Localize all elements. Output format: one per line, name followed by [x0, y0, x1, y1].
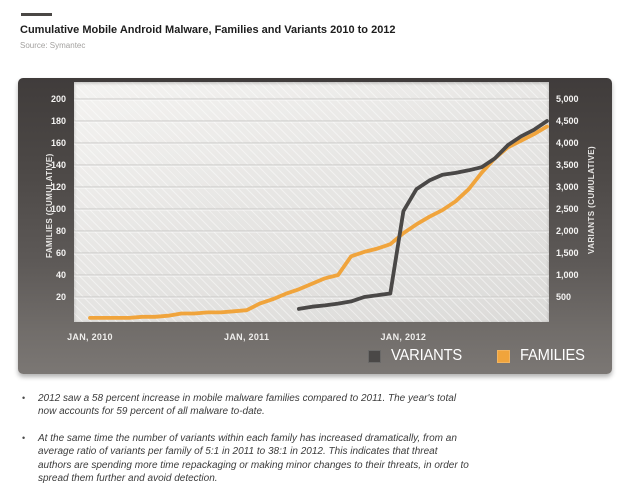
- x-axis-label: JAN, 2012: [380, 332, 427, 342]
- left-axis-tick: 60: [55, 248, 66, 258]
- left-axis-tick: 40: [55, 270, 66, 280]
- right-axis-tick: 1,500: [556, 248, 579, 258]
- note-text: At the same time the number of variants …: [38, 432, 469, 485]
- right-axis-tick: 5,000: [556, 94, 579, 104]
- right-axis-tick: 4,500: [556, 116, 579, 126]
- series-line-families: [88, 124, 549, 320]
- x-axis-label: JAN, 2010: [67, 332, 113, 342]
- right-axis-tick: 1,000: [556, 270, 579, 280]
- left-axis-tick: 20: [55, 292, 66, 302]
- note-item: • At the same time the number of variant…: [20, 432, 472, 486]
- note-text: 2012 saw a 58 percent increase in mobile…: [38, 393, 457, 418]
- plot-area: [74, 82, 549, 322]
- bullet-marker: •: [22, 393, 26, 403]
- x-axis-label: JAN, 2011: [224, 332, 270, 342]
- left-axis-tick: 160: [50, 138, 66, 148]
- series-line-variants: [296, 119, 549, 311]
- notes-list: • 2012 saw a 58 percent increase in mobi…: [20, 392, 472, 498]
- legend: VARIANTS FAMILIES: [368, 347, 590, 365]
- right-axis-tick: 3,000: [556, 182, 579, 192]
- right-axis-tick: 2,500: [556, 204, 579, 214]
- left-axis-tick: 140: [50, 160, 66, 170]
- legend-label-families: FAMILIES: [519, 347, 585, 364]
- right-axis-tick: 2,000: [556, 226, 579, 236]
- right-axis-tick: 4,000: [556, 138, 579, 148]
- families-swatch-icon: [496, 349, 510, 363]
- legend-item-variants: VARIANTS: [368, 347, 468, 365]
- left-axis-tick: 80: [55, 226, 66, 236]
- chart-canvas: [74, 98, 549, 320]
- left-axis-tick: 100: [50, 204, 66, 214]
- right-axis-tick: 500: [556, 292, 572, 302]
- left-axis-tick: 200: [50, 94, 66, 104]
- note-item: • 2012 saw a 58 percent increase in mobi…: [20, 392, 472, 419]
- variants-swatch-icon: [368, 349, 382, 363]
- title-rule: [21, 13, 52, 16]
- right-axis-tick: 3,500: [556, 160, 579, 170]
- malware-chart: FAMILIES (CUMULATIVE) VARIANTS (CUMULATI…: [18, 78, 612, 374]
- source-label: Source: Symantec: [20, 41, 86, 50]
- legend-item-families: FAMILIES: [496, 347, 590, 365]
- legend-label-variants: VARIANTS: [391, 347, 463, 364]
- left-axis-tick: 180: [50, 116, 66, 126]
- bullet-marker: •: [22, 432, 26, 443]
- left-axis-tick: 120: [50, 182, 66, 192]
- page-title: Cumulative Mobile Android Malware, Famil…: [20, 24, 396, 36]
